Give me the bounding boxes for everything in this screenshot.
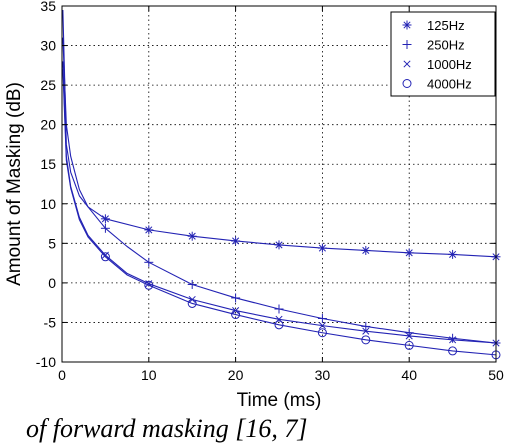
y-tick-label: 15 — [40, 156, 56, 172]
legend-entry-label: 1000Hz — [427, 57, 472, 72]
series-line — [62, 61, 497, 344]
y-tick-label: 5 — [48, 235, 56, 251]
data-point — [187, 279, 197, 289]
y-tick-label: -5 — [44, 314, 57, 330]
x-tick-label: 50 — [488, 367, 504, 383]
data-point — [100, 252, 110, 262]
data-point — [231, 236, 241, 246]
y-tick-label: -10 — [36, 354, 56, 370]
series-line — [62, 69, 497, 356]
data-point — [404, 340, 414, 350]
x-tick-label: 10 — [141, 367, 157, 383]
series-1000Hz — [62, 61, 500, 347]
legend-marker — [402, 79, 412, 88]
data-point — [317, 243, 327, 253]
data-point — [144, 257, 154, 267]
data-point — [187, 231, 197, 241]
series-layer — [62, 9, 501, 360]
data-point — [144, 225, 154, 235]
series-125Hz — [62, 9, 501, 262]
masking-chart: 0 10 20 30 40 50 -10 -5 0 5 10 15 20 25 30 35 Time (ms)… — [4, 0, 504, 411]
legend: 125Hz 250Hz 1000Hz 4000Hz — [390, 11, 496, 97]
tick-layer: 0 10 20 30 40 50 -10 -5 0 5 10 15 20 25 30 35 — [36, 0, 504, 383]
x-axis-label: Time (ms) — [237, 390, 322, 411]
data-point — [274, 240, 284, 250]
y-tick-label: 20 — [40, 117, 56, 133]
data-point — [405, 332, 413, 340]
legend-entry-label: 250Hz — [427, 38, 465, 53]
legend-marker — [403, 60, 411, 68]
x-tick-label: 20 — [228, 367, 244, 383]
data-point — [187, 298, 197, 308]
x-tick-label: 40 — [401, 367, 417, 383]
data-point — [231, 310, 241, 320]
y-axis-label: Amount of Masking (dB) — [4, 82, 25, 286]
plot-frame — [61, 5, 497, 363]
x-tick-label: 0 — [58, 367, 66, 383]
y-tick-label: 35 — [40, 0, 56, 14]
data-point — [404, 248, 414, 258]
data-point — [448, 333, 458, 343]
x-tick-label: 30 — [315, 367, 331, 383]
legend-marker — [402, 40, 412, 49]
y-tick-label: 30 — [40, 38, 56, 54]
data-point — [448, 249, 458, 259]
data-point — [362, 327, 370, 335]
y-tick-label: 25 — [40, 77, 56, 93]
data-point — [231, 293, 241, 303]
data-point — [317, 313, 327, 323]
data-point — [317, 328, 327, 338]
series-line — [62, 37, 497, 344]
data-point — [100, 223, 110, 233]
y-tick-label: 10 — [40, 196, 56, 212]
data-point — [100, 214, 110, 224]
legend-marker — [402, 20, 412, 30]
y-tick-label: 0 — [48, 275, 56, 291]
data-point — [274, 304, 284, 314]
data-point — [361, 245, 371, 255]
data-point — [361, 335, 371, 345]
data-point — [144, 280, 154, 290]
legend-entry-label: 4000Hz — [427, 77, 472, 92]
data-point — [361, 321, 371, 331]
legend-entry-label: 125Hz — [427, 18, 465, 33]
data-point — [274, 320, 284, 330]
data-point — [318, 322, 326, 330]
data-point — [448, 346, 458, 356]
figure-caption: of forward masking [16, 7] — [26, 414, 308, 443]
series-4000Hz — [62, 69, 501, 360]
data-point — [449, 336, 457, 344]
